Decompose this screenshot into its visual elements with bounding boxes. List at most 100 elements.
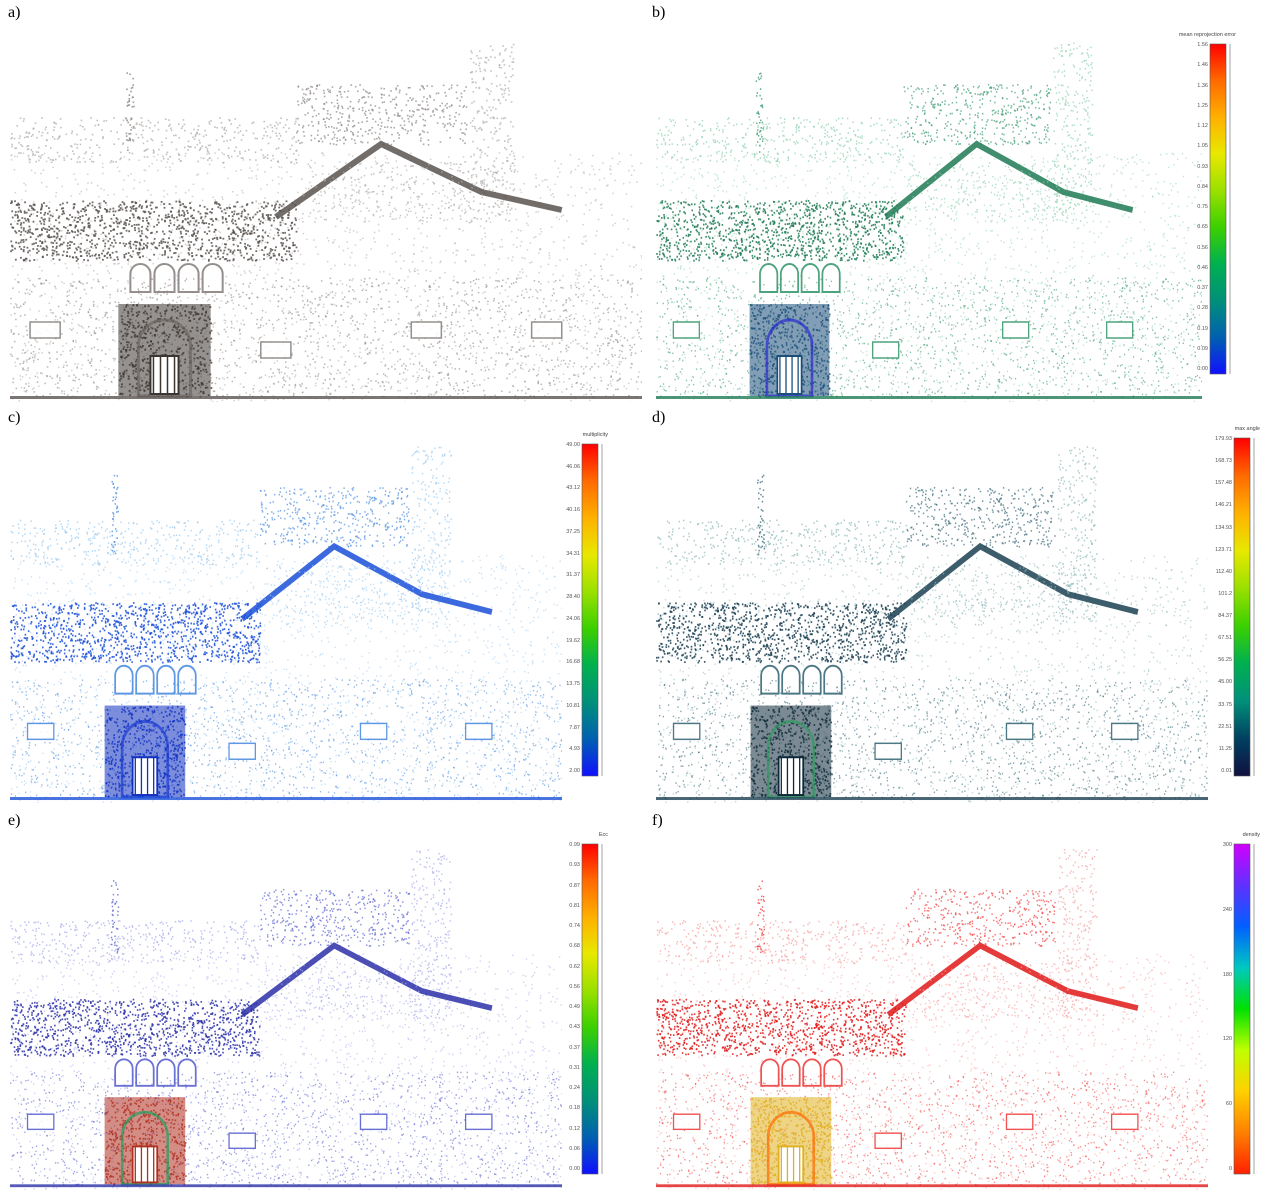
point-cloud-facade-b <box>656 42 1202 402</box>
point-cloud-facade-f <box>656 849 1208 1190</box>
colorbar-tick-label: 0.93 <box>1184 164 1208 170</box>
colorbar-tick-label: 40.16 <box>556 507 580 513</box>
colorbar-tick-label: 0.01 <box>1208 768 1232 774</box>
colorbar-tick-label: 2.00 <box>556 768 580 774</box>
colorbar-tick-label: 146.21 <box>1208 502 1232 508</box>
gable-roof <box>274 140 563 220</box>
colorbar-tick-label: 33.75 <box>1208 702 1232 708</box>
colorbar-tick-label: 0.00 <box>1184 366 1208 372</box>
colorbar-tick-label: 120 <box>1208 1036 1232 1042</box>
colorbar-c: multiplicity 49.00 46.06 43.12 40.16 37.25 34.… <box>556 432 612 782</box>
colorbar-tick-label: 101.2 <box>1208 591 1232 597</box>
colorbar-tick-label: 0.18 <box>556 1105 580 1111</box>
colorbar-tick-label: 0.81 <box>556 903 580 909</box>
colorbar-b: mean reprojection error 1.56 1.46 1.36 1.25 1… <box>1179 32 1240 380</box>
colorbar-tick-label: 0.74 <box>556 923 580 929</box>
colorbar-tick-label: 168.73 <box>1208 458 1232 464</box>
colorbar-tick-label: 300 <box>1208 842 1232 848</box>
colorbar-tick-label: 0.24 <box>556 1085 580 1091</box>
colorbar-title: density <box>1243 832 1260 838</box>
colorbar-tick-label: 123.71 <box>1208 547 1232 553</box>
colorbar-tick-label: 0.06 <box>556 1146 580 1152</box>
gable-roof <box>886 942 1139 1018</box>
point-cloud-facade-c <box>10 446 562 803</box>
colorbar-tick-label: 1.05 <box>1184 143 1208 149</box>
colorbar-tick-label: 0.43 <box>556 1024 580 1030</box>
colorbar-tick-label: 43.12 <box>556 485 580 491</box>
colorbar-tick-label: 0.28 <box>1184 305 1208 311</box>
colorbar-tick-label: 0.68 <box>556 943 580 949</box>
colorbar-tick-label: 1.36 <box>1184 83 1208 89</box>
colorbar-tick-label: 31.37 <box>556 572 580 578</box>
colorbar-tick-label: 0.00 <box>556 1166 580 1172</box>
colorbar-tick-label: 60 <box>1208 1101 1232 1107</box>
colorbar-gradient <box>581 443 599 777</box>
colorbar-tick-label: 180 <box>1208 972 1232 978</box>
colorbar-tick-label: 22.51 <box>1208 724 1232 730</box>
colorbar-gradient <box>1209 43 1227 375</box>
colorbar-tick-label: 0.65 <box>1184 224 1208 230</box>
colorbar-tick-label: 0.49 <box>556 1004 580 1010</box>
panel-label-d: d) <box>652 409 665 427</box>
colorbar-title: mean reprojection error <box>1179 32 1236 38</box>
colorbar-tick-label: 56.25 <box>1208 657 1232 663</box>
panel-label-f: f) <box>652 812 663 830</box>
colorbar-title: Ecc <box>599 832 608 838</box>
colorbar-tick-label: 34.31 <box>556 551 580 557</box>
colorbar-tick-label: 134.93 <box>1208 525 1232 531</box>
colorbar-tick-label: 1.25 <box>1184 103 1208 109</box>
colorbar-d: max angle 179.93 168.73 157.48 146.21 134.93 1… <box>1208 426 1264 782</box>
panel-label-a: a) <box>8 4 20 22</box>
colorbar-tick-label: 10.81 <box>556 703 580 709</box>
colorbar-tick-label: 45.00 <box>1208 679 1232 685</box>
colorbar-tick-label: 46.06 <box>556 464 580 470</box>
colorbar-tick-label: 112.40 <box>1208 569 1232 575</box>
colorbar-tick-label: 0 <box>1208 1166 1232 1172</box>
colorbar-tick-label: 1.12 <box>1184 123 1208 129</box>
colorbar-tick-label: 84.37 <box>1208 613 1232 619</box>
colorbar-e: Ecc 0.99 0.93 0.87 0.81 0.74 0.68 0.62 0.56 0.49 0… <box>556 832 612 1180</box>
colorbar-tick-label: 37.25 <box>556 529 580 535</box>
colorbar-tick-label: 28.40 <box>556 594 580 600</box>
colorbar-tick-label: 24.06 <box>556 616 580 622</box>
colorbar-tick-label: 157.48 <box>1208 480 1232 486</box>
panel-label-b: b) <box>652 4 665 22</box>
colorbar-tick-label: 240 <box>1208 907 1232 913</box>
colorbar-tick-label: 11.25 <box>1208 746 1232 752</box>
colorbar-tick-label: 49.00 <box>556 442 580 448</box>
colorbar-tick-label: 0.62 <box>556 964 580 970</box>
colorbar-tick-label: 0.56 <box>556 984 580 990</box>
point-cloud-facade-a <box>10 43 642 402</box>
colorbar-tick-label: 0.19 <box>1184 326 1208 332</box>
colorbar-tick-label: 179.93 <box>1208 436 1232 442</box>
colorbar-tick-label: 0.56 <box>1184 245 1208 251</box>
gable-roof <box>240 542 493 622</box>
colorbar-title: max angle <box>1235 426 1260 432</box>
panel-label-c: c) <box>8 409 20 427</box>
colorbar-tick-label: 0.87 <box>556 883 580 889</box>
colorbar-tick-label: 67.51 <box>1208 635 1232 641</box>
panel-label-e: e) <box>8 812 20 830</box>
colorbar-tick-label: 16.68 <box>556 659 580 665</box>
colorbar-tick-label: 0.75 <box>1184 204 1208 210</box>
point-cloud-facade-e <box>10 849 562 1190</box>
colorbar-gradient <box>581 843 599 1175</box>
colorbar-tick-label: 0.37 <box>556 1045 580 1051</box>
gable-roof <box>886 542 1139 622</box>
colorbar-tick-label: 19.62 <box>556 638 580 644</box>
colorbar-tick-label: 0.37 <box>1184 285 1208 291</box>
colorbar-tick-label: 0.84 <box>1184 184 1208 190</box>
colorbar-tick-label: 0.12 <box>556 1126 580 1132</box>
colorbar-tick-label: 1.56 <box>1184 42 1208 48</box>
colorbar-tick-label: 7.87 <box>556 725 580 731</box>
point-cloud-facade-d <box>656 446 1208 803</box>
colorbar-tick-label: 13.75 <box>556 681 580 687</box>
colorbar-title: multiplicity <box>583 432 608 438</box>
colorbar-tick-label: 0.46 <box>1184 265 1208 271</box>
gable-roof <box>240 942 493 1018</box>
colorbar-f: density 300 240 180 120 60 0 <box>1208 832 1264 1180</box>
colorbar-tick-label: 0.31 <box>556 1065 580 1071</box>
colorbar-tick-label: 0.93 <box>556 862 580 868</box>
colorbar-tick-label: 4.93 <box>556 746 580 752</box>
colorbar-gradient <box>1233 843 1251 1175</box>
